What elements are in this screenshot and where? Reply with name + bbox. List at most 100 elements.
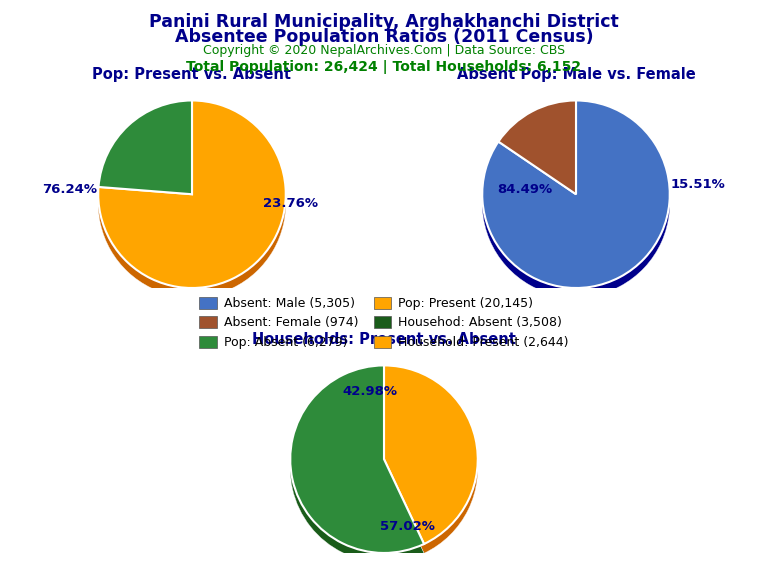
- Wedge shape: [98, 104, 192, 198]
- Wedge shape: [98, 109, 286, 297]
- Wedge shape: [98, 103, 192, 196]
- Title: Households: Present vs. Absent: Households: Present vs. Absent: [252, 332, 516, 347]
- Wedge shape: [290, 370, 424, 558]
- Wedge shape: [384, 373, 478, 551]
- Wedge shape: [498, 103, 576, 197]
- Wedge shape: [98, 103, 192, 196]
- Wedge shape: [290, 369, 424, 556]
- Wedge shape: [482, 101, 670, 289]
- Wedge shape: [98, 104, 286, 291]
- Title: Absent Pop: Male vs. Female: Absent Pop: Male vs. Female: [457, 67, 695, 82]
- Wedge shape: [98, 105, 192, 199]
- Wedge shape: [98, 109, 192, 203]
- Wedge shape: [384, 366, 478, 544]
- Wedge shape: [498, 103, 576, 196]
- Wedge shape: [498, 107, 576, 200]
- Wedge shape: [98, 100, 192, 194]
- Wedge shape: [498, 102, 576, 196]
- Wedge shape: [384, 375, 478, 554]
- Wedge shape: [482, 108, 670, 295]
- Wedge shape: [290, 367, 424, 554]
- Wedge shape: [384, 367, 478, 545]
- Wedge shape: [98, 108, 192, 202]
- Wedge shape: [98, 110, 286, 297]
- Wedge shape: [290, 366, 424, 554]
- Wedge shape: [290, 374, 424, 562]
- Wedge shape: [498, 105, 576, 199]
- Wedge shape: [98, 103, 286, 290]
- Wedge shape: [384, 367, 478, 546]
- Wedge shape: [498, 108, 576, 202]
- Wedge shape: [98, 103, 286, 290]
- Text: Panini Rural Municipality, Arghakhanchi District: Panini Rural Municipality, Arghakhanchi …: [149, 13, 619, 31]
- Wedge shape: [482, 104, 670, 291]
- Wedge shape: [482, 105, 670, 293]
- Wedge shape: [290, 373, 424, 561]
- Wedge shape: [498, 100, 576, 194]
- Wedge shape: [98, 101, 286, 289]
- Wedge shape: [498, 110, 576, 203]
- Wedge shape: [482, 105, 670, 293]
- Wedge shape: [98, 102, 286, 289]
- Wedge shape: [482, 106, 670, 294]
- Wedge shape: [482, 103, 670, 291]
- Wedge shape: [98, 100, 286, 288]
- Wedge shape: [498, 101, 576, 195]
- Wedge shape: [98, 105, 192, 199]
- Wedge shape: [498, 105, 576, 199]
- Wedge shape: [98, 108, 286, 295]
- Text: Total Population: 26,424 | Total Households: 6,152: Total Population: 26,424 | Total Househo…: [187, 60, 581, 74]
- Wedge shape: [290, 370, 424, 557]
- Wedge shape: [482, 103, 670, 290]
- Wedge shape: [98, 105, 192, 198]
- Wedge shape: [498, 101, 576, 195]
- Wedge shape: [98, 103, 192, 197]
- Wedge shape: [384, 372, 478, 550]
- Wedge shape: [384, 372, 478, 551]
- Wedge shape: [482, 100, 670, 288]
- Text: 76.24%: 76.24%: [42, 183, 98, 196]
- Title: Pop: Present vs. Absent: Pop: Present vs. Absent: [92, 67, 292, 82]
- Wedge shape: [384, 374, 478, 553]
- Wedge shape: [290, 372, 424, 559]
- Text: 23.76%: 23.76%: [263, 197, 318, 210]
- Wedge shape: [98, 105, 286, 292]
- Wedge shape: [98, 105, 286, 293]
- Wedge shape: [98, 106, 286, 294]
- Wedge shape: [98, 106, 192, 200]
- Wedge shape: [290, 367, 424, 555]
- Wedge shape: [482, 101, 670, 289]
- Text: Absentee Population Ratios (2011 Census): Absentee Population Ratios (2011 Census): [174, 28, 594, 46]
- Wedge shape: [498, 107, 576, 200]
- Wedge shape: [98, 107, 192, 200]
- Wedge shape: [290, 373, 424, 560]
- Wedge shape: [482, 102, 670, 289]
- Wedge shape: [290, 368, 424, 556]
- Wedge shape: [384, 373, 478, 552]
- Wedge shape: [482, 108, 670, 295]
- Wedge shape: [290, 374, 424, 562]
- Wedge shape: [98, 108, 286, 296]
- Wedge shape: [482, 110, 670, 297]
- Text: Copyright © 2020 NepalArchives.Com | Data Source: CBS: Copyright © 2020 NepalArchives.Com | Dat…: [203, 44, 565, 57]
- Wedge shape: [482, 108, 670, 296]
- Text: 84.49%: 84.49%: [497, 183, 552, 196]
- Wedge shape: [498, 108, 576, 201]
- Wedge shape: [98, 107, 286, 294]
- Wedge shape: [384, 366, 478, 545]
- Wedge shape: [498, 106, 576, 200]
- Wedge shape: [384, 370, 478, 548]
- Wedge shape: [384, 374, 478, 552]
- Wedge shape: [290, 366, 424, 554]
- Wedge shape: [98, 103, 286, 291]
- Text: 57.02%: 57.02%: [380, 520, 435, 533]
- Wedge shape: [290, 365, 424, 553]
- Wedge shape: [290, 367, 424, 555]
- Wedge shape: [482, 104, 670, 291]
- Wedge shape: [98, 110, 192, 203]
- Wedge shape: [482, 105, 670, 292]
- Text: 42.98%: 42.98%: [343, 385, 397, 398]
- Wedge shape: [384, 368, 478, 547]
- Wedge shape: [290, 375, 424, 562]
- Wedge shape: [98, 108, 192, 201]
